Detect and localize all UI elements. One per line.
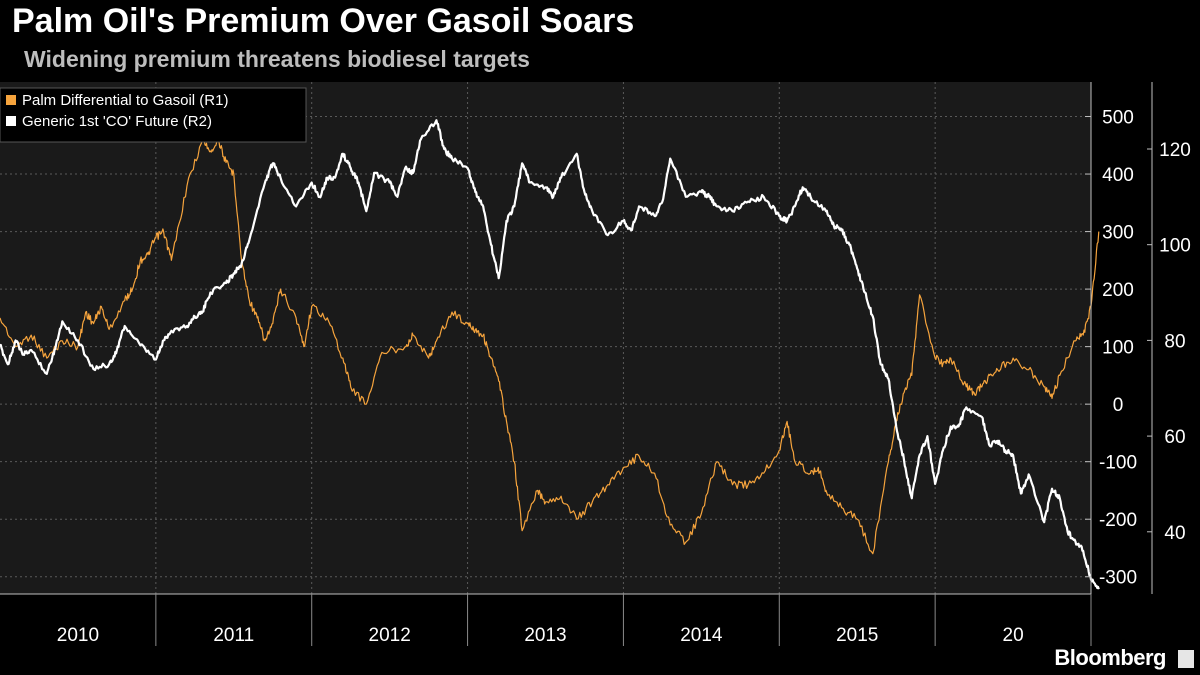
x-tick-label-5: 2015 <box>836 625 878 646</box>
grid <box>0 82 1092 594</box>
legend-box <box>0 87 307 143</box>
r2-tick-label-4: 120 <box>1159 140 1191 161</box>
r2-tick-label-2: 80 <box>1164 331 1185 352</box>
series-line-0 <box>0 138 1100 555</box>
series-layer <box>0 119 1100 590</box>
r1-tick-label-2: -100 <box>1099 453 1137 474</box>
r1-tick-label-3: 0 <box>1113 395 1124 416</box>
x-tick-label-0: 2010 <box>57 625 99 646</box>
plot-area <box>0 82 1091 594</box>
x-tick-label-4: 2014 <box>680 625 723 646</box>
legend-swatch-1 <box>6 116 16 126</box>
r2-tick-label-3: 100 <box>1159 236 1191 257</box>
r1-tick-label-4: 100 <box>1102 338 1134 359</box>
x-tick-label-2: 2012 <box>369 625 411 646</box>
page-subtitle: Widening premium threatens biodiesel tar… <box>24 46 530 72</box>
r1-tick-label-6: 300 <box>1102 223 1134 244</box>
r1-tick-label-7: 400 <box>1102 165 1134 186</box>
legend: Palm Differential to Gasoil (R1) Generic … <box>0 87 307 143</box>
r1-tick-label-8: 500 <box>1102 108 1134 129</box>
bloomberg-logo: Bloomberg <box>1054 645 1166 670</box>
axes: 2010 2011 2012 2013 2014 2015 20 -300 -200 -100 0 1… <box>0 82 1191 646</box>
r1-tick-label-1: -200 <box>1099 510 1137 531</box>
series-line-1 <box>0 119 1100 590</box>
legend-swatch-0 <box>6 95 16 105</box>
r1-tick-label-5: 200 <box>1102 280 1134 301</box>
page-title: Palm Oil's Premium Over Gasoil Soars <box>12 2 635 40</box>
x-tick-label-3: 2013 <box>524 625 566 646</box>
x-tick-label-6: 20 <box>1003 625 1024 646</box>
r2-tick-label-0: 40 <box>1164 523 1185 544</box>
x-tick-label-1: 2011 <box>213 625 254 646</box>
legend-label-0: Palm Differential to Gasoil (R1) <box>22 92 228 109</box>
r2-tick-label-1: 60 <box>1164 427 1185 448</box>
bloomberg-chart-icon <box>1178 650 1194 668</box>
legend-label-1: Generic 1st 'CO' Future (R2) <box>22 113 212 130</box>
r1-tick-label-0: -300 <box>1099 568 1137 589</box>
